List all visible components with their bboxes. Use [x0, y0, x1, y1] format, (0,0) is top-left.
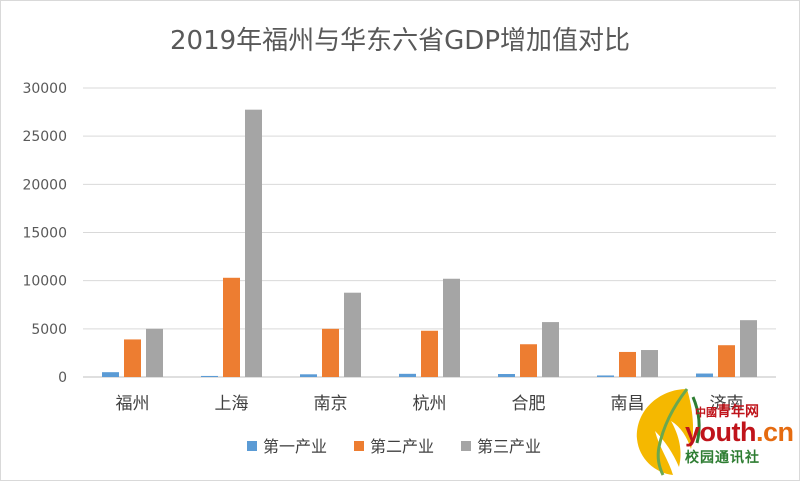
- watermark-line1: 青年网: [717, 404, 759, 420]
- bar: [498, 374, 515, 377]
- y-tick-label: 15000: [22, 226, 67, 242]
- y-tick-label: 20000: [22, 177, 67, 193]
- bar: [399, 373, 416, 377]
- y-axis-ticks: 0 5000 10000 15000 20000 25000 30000: [22, 81, 67, 386]
- bar: [201, 375, 218, 377]
- x-category-label: 上海: [215, 394, 249, 414]
- x-category-label: 南京: [314, 394, 348, 414]
- y-tick-label: 25000: [22, 129, 67, 145]
- bar: [344, 292, 361, 377]
- y-tick-label: 10000: [22, 274, 67, 290]
- bar: [223, 277, 240, 377]
- x-category-label: 合肥: [512, 394, 546, 414]
- watermark-top-line: 中國青年网: [695, 401, 759, 421]
- bar: [443, 278, 460, 377]
- watermark-domain: youth.cn: [685, 417, 794, 448]
- youth-cn-watermark: 中國青年网 youth.cn 校园通讯社: [629, 381, 799, 479]
- watermark-line2a: youth: [685, 417, 757, 447]
- bar: [245, 109, 262, 378]
- bar: [619, 351, 636, 377]
- watermark-line3: 校园通讯社: [685, 450, 760, 466]
- bar: [597, 375, 614, 377]
- watermark-line2b: .cn: [756, 417, 794, 447]
- watermark-china: 中國: [695, 406, 717, 419]
- legend-label: 第二产业: [370, 437, 434, 456]
- bar: [421, 330, 438, 377]
- bar: [322, 328, 339, 377]
- leaf-logo-icon: [636, 388, 701, 476]
- x-category-label: 济南: [710, 394, 744, 414]
- x-axis-categories: 福州 上海 南京 杭州 合肥 南昌 济南: [116, 394, 744, 414]
- y-tick-label: 30000: [22, 81, 67, 97]
- legend-label: 第一产业: [263, 437, 327, 456]
- chart-title: 2019年福州与华东六省GDP增加值对比: [170, 26, 630, 56]
- bar: [740, 320, 757, 377]
- legend-swatch: [247, 441, 257, 451]
- bar: [124, 339, 141, 377]
- bar: [718, 345, 735, 377]
- y-tick-label: 5000: [31, 322, 67, 338]
- x-category-label: 福州: [116, 394, 150, 414]
- gridlines: [83, 87, 776, 378]
- legend: 第一产业 第二产业 第三产业: [247, 437, 541, 456]
- bar: [520, 344, 537, 377]
- legend-swatch: [354, 441, 364, 451]
- bar: [696, 373, 713, 377]
- legend-swatch: [461, 441, 471, 451]
- x-category-label: 杭州: [413, 394, 447, 414]
- bar: [300, 374, 317, 377]
- bar: [102, 372, 119, 377]
- x-category-label: 南昌: [611, 394, 645, 414]
- bars: [102, 109, 757, 378]
- bar: [542, 322, 559, 377]
- legend-label: 第三产业: [477, 437, 541, 456]
- bar: [146, 328, 163, 377]
- y-tick-label: 0: [58, 370, 67, 386]
- bar: [641, 350, 658, 377]
